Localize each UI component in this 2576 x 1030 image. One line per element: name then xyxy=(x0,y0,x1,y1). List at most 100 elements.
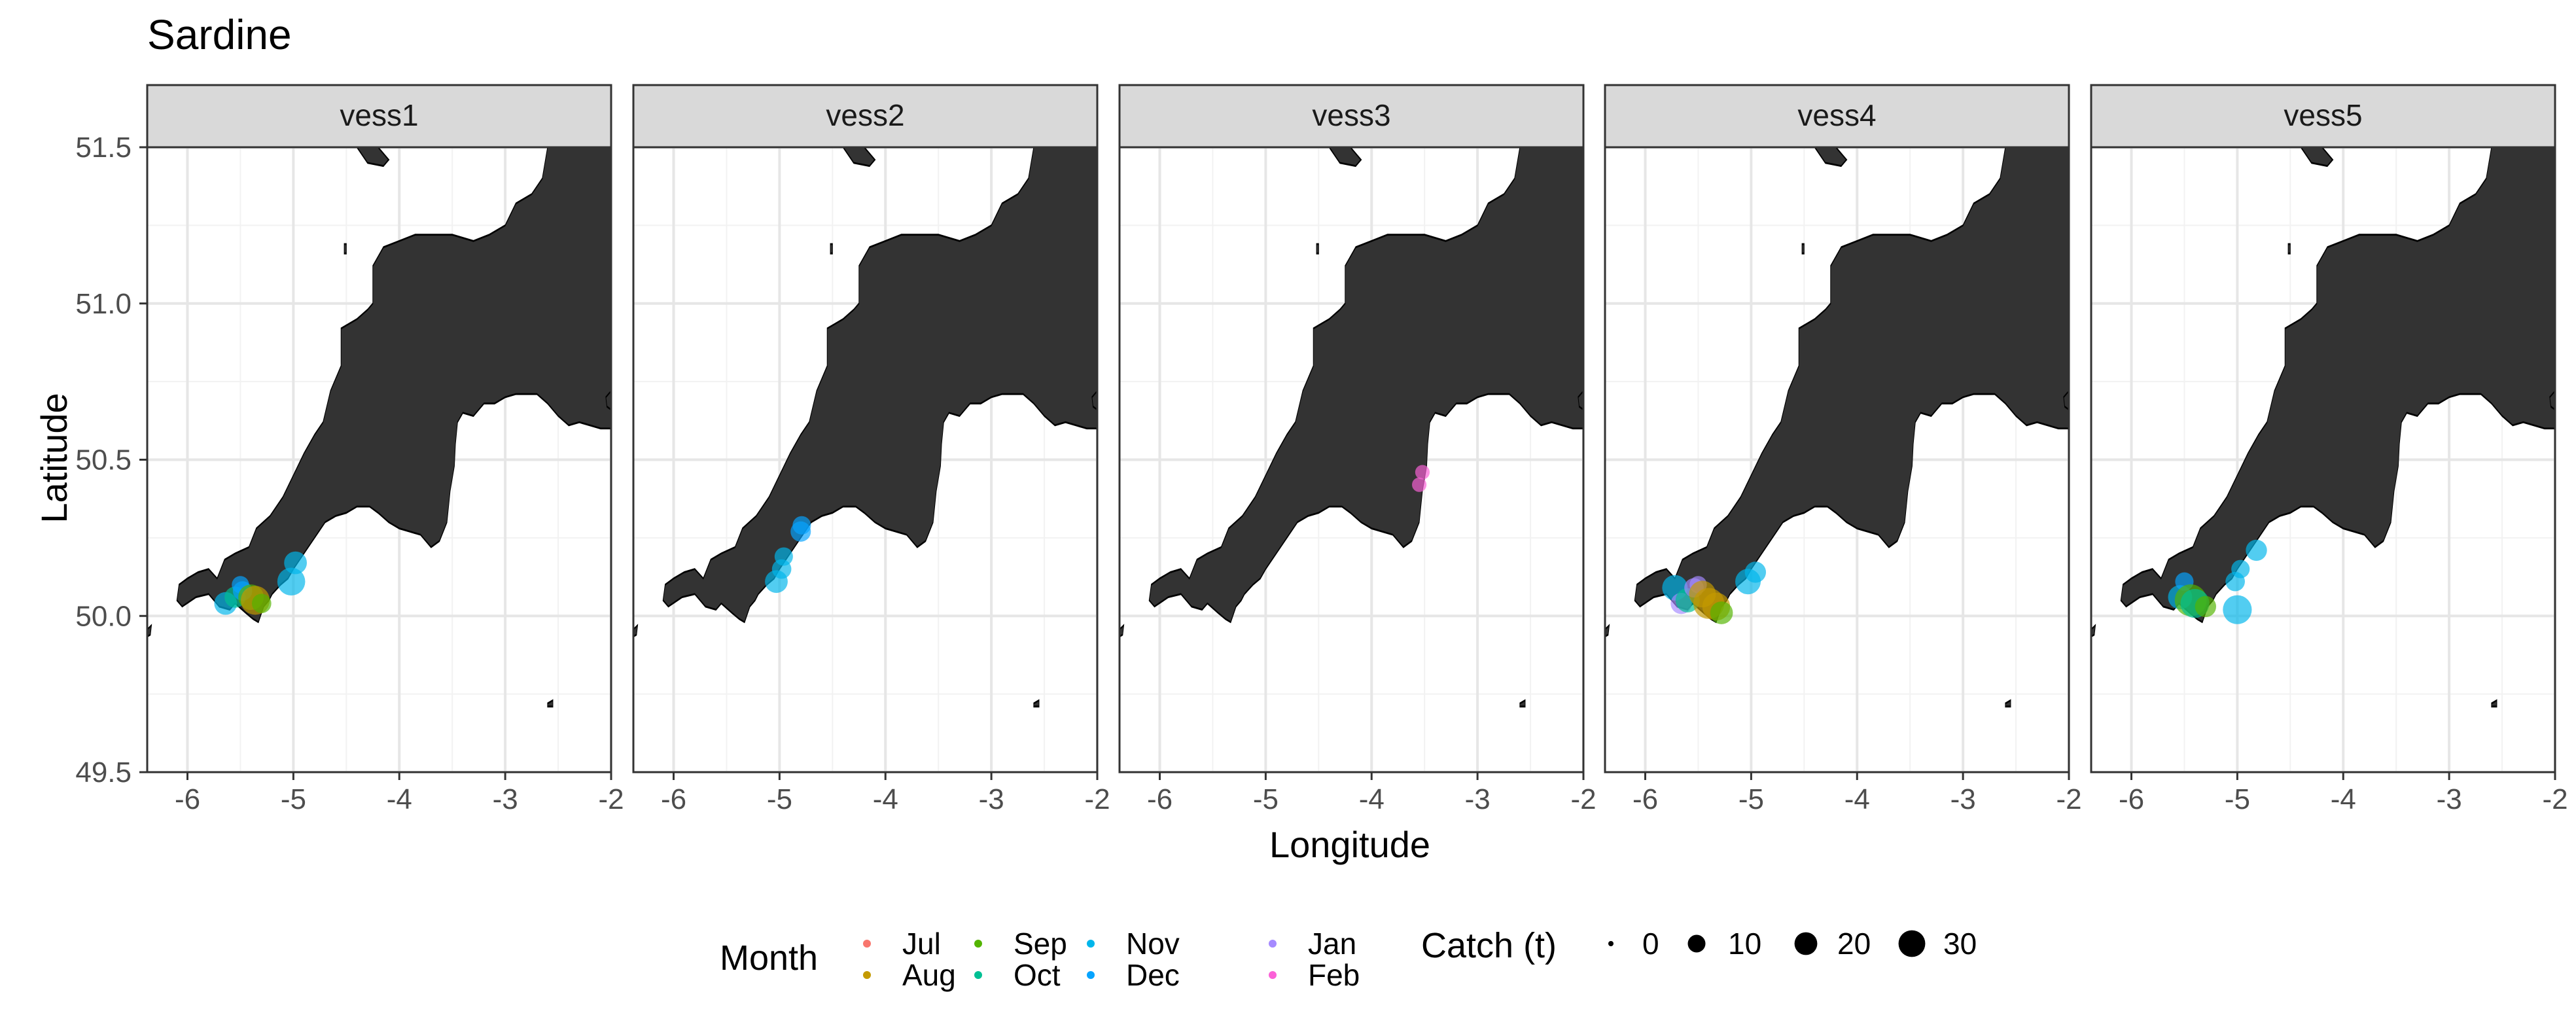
size-legend-label: 10 xyxy=(1728,927,1761,961)
catch-point xyxy=(284,551,308,575)
catch-point xyxy=(1744,561,1767,583)
catch-point xyxy=(1412,477,1427,492)
x-tick-label: -2 xyxy=(1084,783,1110,815)
color-legend-title: Month xyxy=(720,938,818,978)
panel-vess5: vess5 -6 -5 -4 -3 -2 xyxy=(2090,84,2568,815)
legend-label: Aug xyxy=(902,958,956,992)
legend-key-jan xyxy=(1269,940,1277,948)
size-legend-title: Catch (t) xyxy=(1421,926,1557,965)
x-axis-title: Longitude xyxy=(1269,824,1430,865)
legend-key-nov xyxy=(1087,940,1095,948)
x-tick-label: -6 xyxy=(2119,783,2144,815)
panel-border xyxy=(632,146,1099,773)
catch-point xyxy=(2231,559,2250,578)
catch-point xyxy=(2246,539,2267,561)
legend-label: Dec xyxy=(1126,958,1180,992)
legend-label: Oct xyxy=(1014,958,1061,992)
panel-vess3: vess3 -6 -5 -4 -3 -2 xyxy=(1118,84,1597,815)
catch-point xyxy=(2195,595,2217,618)
x-tick-label: -3 xyxy=(979,783,1004,815)
x-tick-label: -4 xyxy=(1844,783,1870,815)
legend-label: Jan xyxy=(1308,927,1356,961)
legend-key-feb xyxy=(1269,971,1277,979)
strip-label: vess2 xyxy=(826,98,904,132)
strip-label: vess1 xyxy=(340,98,418,132)
x-tick-label: -3 xyxy=(1465,783,1491,815)
catch-point xyxy=(277,567,306,595)
x-tick-label: -6 xyxy=(661,783,686,815)
x-tick-label: -2 xyxy=(2056,783,2081,815)
x-tick-label: -2 xyxy=(598,783,624,815)
y-axis-title: Latitude xyxy=(33,393,75,523)
catch-point xyxy=(792,516,811,535)
strip-vess5 xyxy=(2090,84,2556,149)
legend-key-sep xyxy=(974,940,982,948)
size-legend-items: 0 10 20 30 xyxy=(1608,927,1977,961)
legend-key-oct xyxy=(974,971,982,979)
size-key xyxy=(1898,930,1926,957)
strip-vess1 xyxy=(146,84,612,149)
facet-panels: vess1 -6 -5 -4 -3 -2 49.5 50.0 50.5 51.0 51.5 vess2… xyxy=(75,84,2568,815)
plot-area xyxy=(1605,147,2069,772)
x-tick-label: -6 xyxy=(1632,783,1658,815)
legend-key-jul xyxy=(863,940,871,948)
size-legend-label: 20 xyxy=(1837,927,1871,961)
legend-label: Feb xyxy=(1308,958,1360,992)
catch-point xyxy=(1415,465,1430,480)
legend-key-dec xyxy=(1087,971,1095,979)
x-tick-label: -3 xyxy=(1950,783,1976,815)
x-tick-label: -2 xyxy=(2542,783,2567,815)
legend-label: Nov xyxy=(1126,927,1180,961)
legend-key-aug xyxy=(863,971,871,979)
catch-point xyxy=(2223,595,2252,624)
x-tick-label: -4 xyxy=(1359,783,1385,815)
size-key xyxy=(1687,934,1706,953)
x-tick-label: -3 xyxy=(2437,783,2462,815)
strip-label: vess3 xyxy=(1312,98,1390,132)
y-tick-label: 50.0 xyxy=(75,600,132,632)
chart-title: Sardine xyxy=(147,11,292,58)
strip-label: vess4 xyxy=(1797,98,1876,132)
legend-label: Sep xyxy=(1014,927,1067,961)
x-tick-label: -5 xyxy=(1253,783,1279,815)
x-tick-label: -6 xyxy=(175,783,200,815)
x-tick-label: -4 xyxy=(873,783,898,815)
y-tick-label: 51.0 xyxy=(75,288,132,320)
x-tick-label: -5 xyxy=(2225,783,2250,815)
catch-point xyxy=(252,594,272,613)
plot-area xyxy=(633,147,1097,772)
x-tick-label: -2 xyxy=(1570,783,1596,815)
panel-border xyxy=(2090,146,2556,773)
panel-border xyxy=(1118,146,1585,773)
x-tick-label: -6 xyxy=(1147,783,1173,815)
plot-area xyxy=(2091,147,2555,772)
panel-vess2: vess2 -6 -5 -4 -3 -2 xyxy=(632,84,1110,815)
x-tick-label: -5 xyxy=(281,783,306,815)
y-tick-label: 51.5 xyxy=(75,132,132,164)
size-key xyxy=(1794,932,1818,955)
catch-point xyxy=(1710,601,1733,624)
panel-border xyxy=(1604,146,2070,773)
strip-label: vess5 xyxy=(2284,98,2362,132)
panel-vess1: vess1 -6 -5 -4 -3 -2 49.5 50.0 50.5 51.0 51.5 xyxy=(75,84,624,815)
y-tick-label: 49.5 xyxy=(75,756,132,789)
x-tick-label: -5 xyxy=(1738,783,1764,815)
size-legend-label: 30 xyxy=(1943,927,1977,961)
strip-vess2 xyxy=(632,84,1099,149)
x-tick-label: -3 xyxy=(493,783,518,815)
strip-vess4 xyxy=(1604,84,2070,149)
x-tick-label: -4 xyxy=(2331,783,2356,815)
plot-area xyxy=(147,147,611,772)
legend-label: Jul xyxy=(902,927,941,961)
x-tick-label: -5 xyxy=(767,783,792,815)
plot-area xyxy=(1120,147,1583,772)
y-tick-label: 50.5 xyxy=(75,444,132,476)
size-legend-label: 0 xyxy=(1642,927,1659,961)
size-key xyxy=(1608,941,1614,946)
x-tick-label: -4 xyxy=(387,783,412,815)
strip-vess3 xyxy=(1118,84,1585,149)
panel-vess4: vess4 -6 -5 -4 -3 -2 xyxy=(1604,84,2082,815)
